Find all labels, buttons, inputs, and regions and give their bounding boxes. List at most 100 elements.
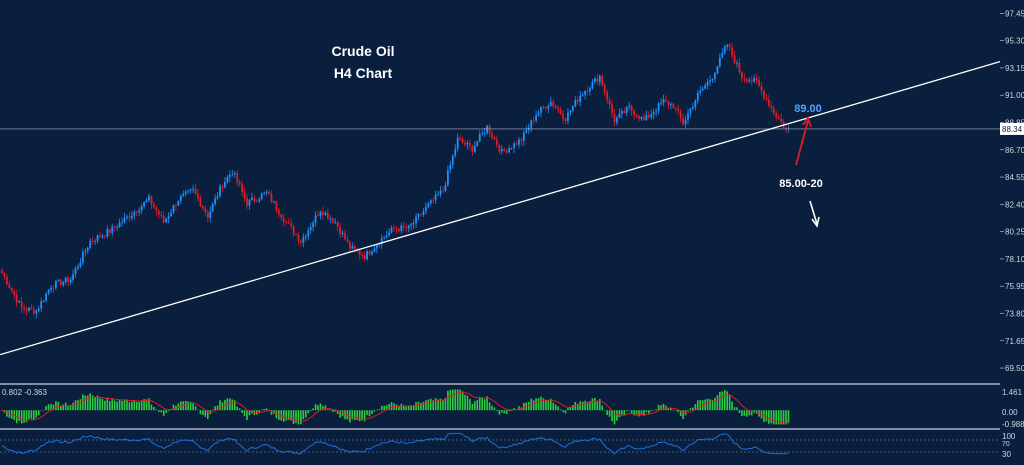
indicator1-bar xyxy=(449,389,452,411)
indicator1-bar xyxy=(706,398,709,411)
candle-body xyxy=(10,287,13,292)
candle-body xyxy=(731,47,733,56)
candle-body xyxy=(444,184,447,191)
candle-body xyxy=(175,205,177,206)
candle-body xyxy=(363,255,366,260)
indicator1-bar xyxy=(204,410,207,417)
candle-body xyxy=(192,188,194,190)
candle-body xyxy=(726,44,729,47)
candle-body xyxy=(594,78,596,82)
candle-body xyxy=(630,105,633,111)
candle-body xyxy=(89,240,92,248)
candle-body xyxy=(748,80,751,82)
candle-body xyxy=(86,247,89,252)
indicator1-bar xyxy=(645,410,648,413)
candle-body xyxy=(736,62,738,64)
candle-body xyxy=(758,80,760,86)
candle-body xyxy=(84,251,87,253)
indicator1-bar xyxy=(331,410,334,412)
candle-body xyxy=(623,111,626,113)
indicator1-bar xyxy=(339,410,341,418)
indicator1-bar xyxy=(238,408,241,411)
indicator1-bar xyxy=(547,400,550,411)
indicator1-bar xyxy=(437,399,439,411)
indicator1-bar xyxy=(682,410,684,420)
indicator1-bar xyxy=(363,410,366,422)
candle-body xyxy=(469,142,471,146)
indicator1-bar xyxy=(246,410,248,420)
candle-body xyxy=(620,111,623,114)
candle-body xyxy=(45,293,47,301)
price-tick-label: 71.65 xyxy=(1005,337,1024,346)
indicator1-bar xyxy=(572,404,574,411)
candle-body xyxy=(738,62,741,72)
candle-body xyxy=(246,197,248,206)
indicator1-bar xyxy=(3,410,6,413)
candle-body xyxy=(6,276,8,285)
candle-body xyxy=(143,202,145,207)
indicator1-bar xyxy=(20,410,23,424)
candle-body xyxy=(380,238,383,245)
indicator1-bar xyxy=(488,402,491,411)
candle-body xyxy=(282,217,285,222)
candle-body xyxy=(349,241,351,249)
candle-body xyxy=(204,208,207,213)
indicator1-bar xyxy=(621,410,623,415)
candle-body xyxy=(515,143,518,145)
candle-body xyxy=(42,300,45,302)
candle-body xyxy=(532,120,535,122)
candle-body xyxy=(157,210,160,215)
down-arrow-shaft xyxy=(809,200,818,225)
indicator1-bar xyxy=(412,405,415,411)
candle-body xyxy=(238,182,241,185)
indicator1-bar xyxy=(395,404,398,411)
candle-body xyxy=(478,134,481,142)
candle-body xyxy=(162,215,165,223)
indicator1-bar xyxy=(77,400,79,411)
candle-body xyxy=(135,211,138,213)
indicator1-bar xyxy=(94,397,96,411)
indicator1-bar xyxy=(459,389,461,411)
candle-body xyxy=(491,133,493,138)
candle-body xyxy=(304,236,307,238)
candle-body xyxy=(760,85,763,91)
candle-body xyxy=(601,75,604,86)
indicator1-bar xyxy=(709,399,711,411)
indicator1-bar xyxy=(101,398,104,411)
indicator1-bar xyxy=(295,410,297,423)
candle-body xyxy=(126,216,128,218)
indicator1-bar xyxy=(40,410,42,411)
indicator1-bar xyxy=(407,405,410,411)
indicator1-bar xyxy=(478,396,481,411)
candle-body xyxy=(3,272,6,277)
indicator1-bar xyxy=(667,408,670,411)
candle-body xyxy=(113,226,116,228)
candle-body xyxy=(101,235,104,238)
candle-body xyxy=(123,217,126,223)
indicator1-bar xyxy=(383,405,385,411)
indicator1-bar xyxy=(336,410,339,415)
indicator1-bar xyxy=(657,404,660,411)
indicator1-bar xyxy=(6,410,8,417)
candle-body xyxy=(608,100,611,105)
indicator1-bar xyxy=(60,405,62,411)
indicator1-bar xyxy=(50,403,52,411)
indicator1-bar xyxy=(128,402,131,411)
indicator1-bar xyxy=(37,410,40,416)
candle-body xyxy=(407,225,410,229)
indicator1-bar xyxy=(99,398,101,411)
indicator1-bar xyxy=(241,410,243,413)
candle-body xyxy=(91,240,94,242)
indicator1-bar xyxy=(562,410,564,413)
candle-body xyxy=(745,78,748,82)
indicator1-bar xyxy=(287,410,290,420)
candle-body xyxy=(669,103,672,105)
indicator1-bar xyxy=(496,410,498,412)
candle-body xyxy=(586,91,589,92)
candle-body xyxy=(150,196,153,205)
candle-body xyxy=(290,222,292,227)
price-tick-label: 91.00 xyxy=(1005,91,1024,100)
indicator1-bar xyxy=(464,394,466,411)
indicator1-bar xyxy=(385,405,388,411)
